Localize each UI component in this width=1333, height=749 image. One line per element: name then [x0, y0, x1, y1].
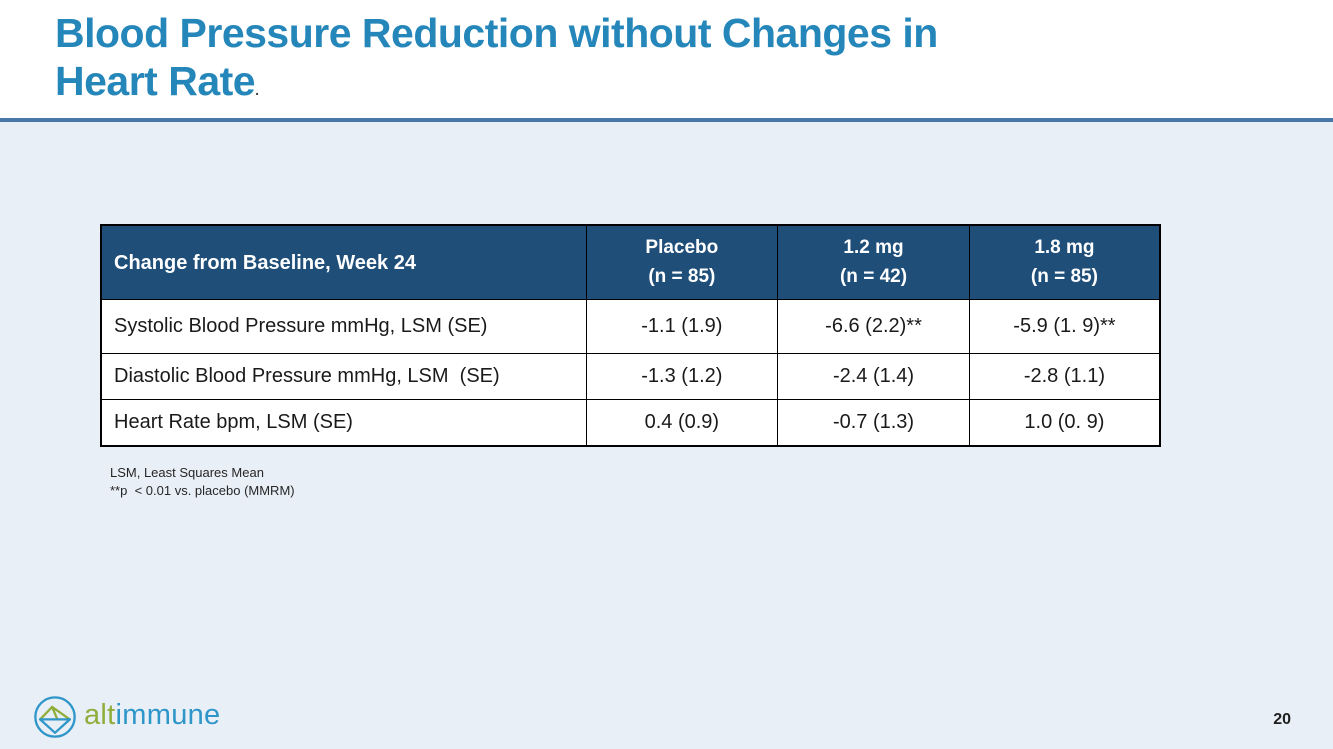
page-title: Blood Pressure Reduction without Changes…	[55, 10, 1293, 105]
altimmune-wordmark: altimmune	[84, 698, 221, 734]
table-row-heart-rate: Heart Rate bpm, LSM (SE) 0.4 (0.9) -0.7 …	[100, 399, 1161, 446]
header-cell-1-2mg: 1.2 mg (n = 42)	[777, 224, 970, 300]
title-line-2: Heart Rate	[55, 57, 256, 104]
logo-text-immune: immune	[115, 698, 221, 731]
table-row-systolic: Systolic Blood Pressure mmHg, LSM (SE) -…	[100, 299, 1161, 354]
title-band: Blood Pressure Reduction without Changes…	[0, 0, 1333, 118]
footnote-pvalue: **p < 0.01 vs. placebo (MMRM)	[110, 482, 295, 498]
table-row-diastolic: Diastolic Blood Pressure mmHg, LSM (SE) …	[100, 353, 1161, 400]
header-cell-placebo: Placebo (n = 85)	[585, 224, 779, 300]
data-cell: -2.4 (1.4)	[777, 353, 970, 400]
table-header-row: Change from Baseline, Week 24 Placebo (n…	[100, 224, 1161, 300]
footnotes: LSM, Least Squares Mean **p < 0.01 vs. p…	[110, 464, 295, 499]
header-label: 1.8 mg	[1034, 237, 1095, 258]
data-cell: -5.9 (1. 9)**	[968, 299, 1161, 354]
row-label-cell: Diastolic Blood Pressure mmHg, LSM (SE)	[100, 353, 587, 400]
header-label: 1.2 mg	[843, 237, 904, 258]
row-label-cell: Heart Rate bpm, LSM (SE)	[100, 399, 587, 446]
results-table: Change from Baseline, Week 24 Placebo (n…	[100, 224, 1161, 447]
header-label: Placebo	[645, 237, 719, 258]
data-cell: -2.8 (1.1)	[968, 353, 1161, 400]
footnote-lsm: LSM, Least Squares Mean	[110, 465, 264, 480]
header-label: Change from Baseline, Week 24	[114, 251, 416, 274]
page-number: 20	[1273, 711, 1291, 728]
header-cell-1-8mg: 1.8 mg (n = 85)	[968, 224, 1161, 300]
title-underline	[0, 118, 1333, 122]
data-cell: -6.6 (2.2)**	[777, 299, 970, 354]
title-period: .	[255, 81, 259, 98]
header-sublabel: (n = 42)	[839, 265, 908, 287]
data-cell: 1.0 (0. 9)	[968, 399, 1161, 446]
data-cell: -1.1 (1.9)	[585, 299, 779, 354]
altimmune-logo: altimmune	[32, 694, 220, 740]
altimmune-gem-icon	[34, 696, 76, 738]
logo-text-alt: alt	[84, 698, 116, 731]
data-cell: -1.3 (1.2)	[585, 353, 779, 400]
header-sublabel: (n = 85)	[648, 265, 716, 287]
header-sublabel: (n = 85)	[1030, 265, 1098, 287]
title-line-1: Blood Pressure Reduction without Changes…	[55, 10, 938, 56]
data-cell: 0.4 (0.9)	[585, 399, 779, 446]
row-label-cell: Systolic Blood Pressure mmHg, LSM (SE)	[100, 299, 587, 354]
data-cell: -0.7 (1.3)	[777, 399, 970, 446]
header-cell-change-from-baseline: Change from Baseline, Week 24	[100, 224, 587, 300]
